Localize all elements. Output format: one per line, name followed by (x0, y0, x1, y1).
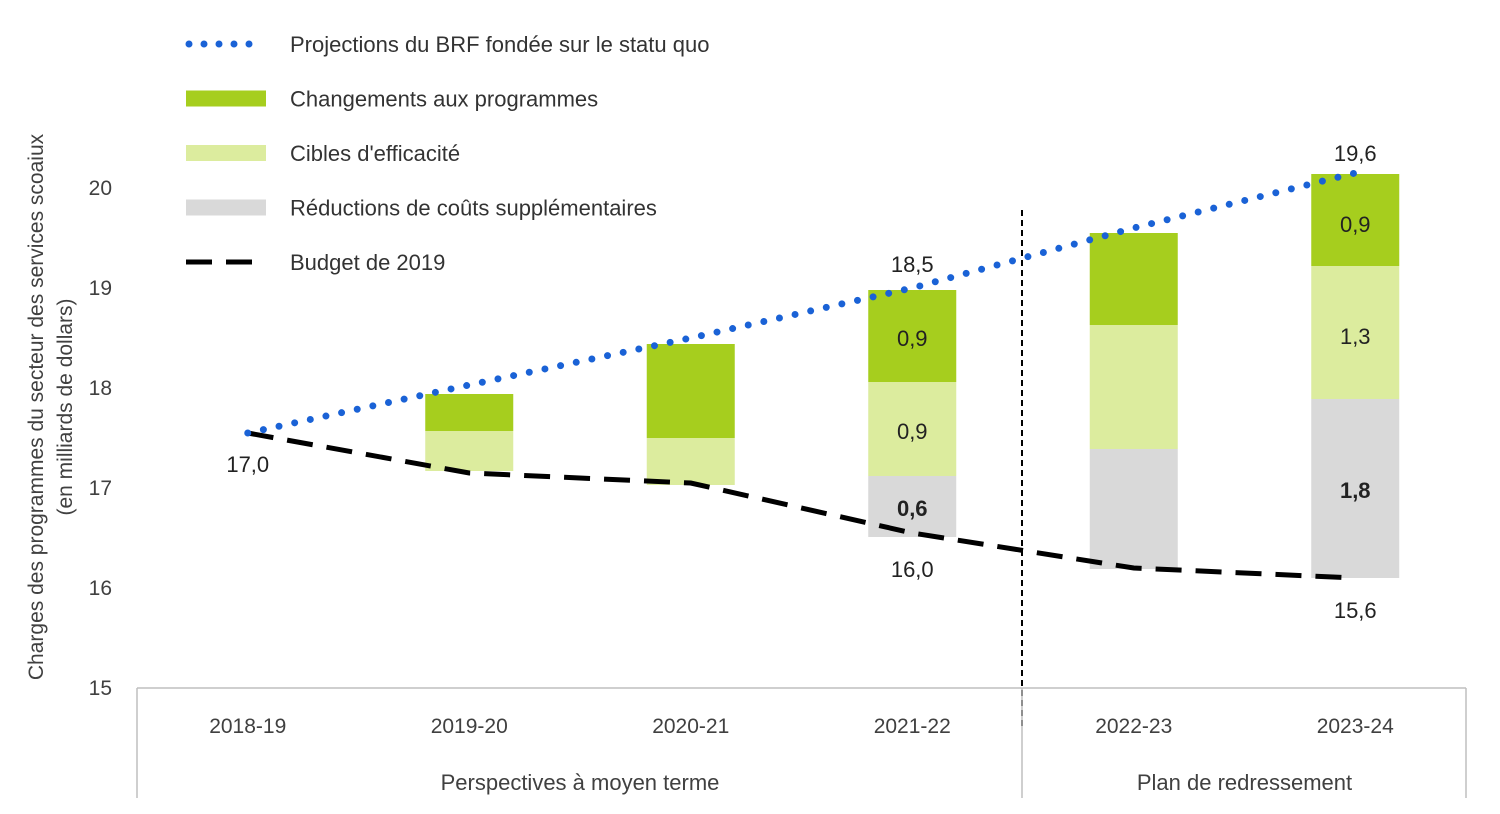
legend-swatch-reductions (186, 199, 266, 216)
y-tick-label: 19 (89, 277, 112, 300)
y-tick-label: 20 (89, 177, 112, 200)
data-label: 0,9 (897, 419, 928, 444)
bar-segment-reductions-2023-24 (1311, 399, 1400, 578)
bar-segment-efficacite-2019-20 (425, 431, 514, 471)
series-lines (244, 169, 1359, 728)
y-ticks: 15 16 17 18 19 20 (89, 177, 112, 700)
bar-segment-efficacite-2020-21 (646, 438, 735, 485)
legend-swatch-programmes (186, 90, 266, 107)
x-tick-label: 2018-19 (209, 715, 286, 738)
data-label: 0,6 (897, 496, 928, 521)
data-label: 1,3 (1340, 324, 1371, 349)
bars (425, 174, 1400, 578)
bar-segment-efficacite-2023-24 (1311, 266, 1400, 399)
legend-label-efficacite: Cibles d'efficacité (290, 141, 460, 166)
bar-segment-programmes-2019-20 (425, 394, 514, 431)
x-group-label: Perspectives à moyen terme (441, 770, 720, 795)
bar-segment-efficacite-2022-23 (1089, 325, 1178, 449)
x-group-label: Plan de redressement (1137, 770, 1352, 795)
data-label: 17,0 (226, 452, 269, 477)
x-tick-label: 2022-23 (1095, 715, 1172, 738)
x-tick-label: 2023-24 (1317, 715, 1394, 738)
x-tick-label: 2021-22 (874, 715, 951, 738)
y-tick-label: 17 (89, 477, 112, 500)
data-label: 0,9 (1340, 212, 1371, 237)
x-tick-label: 2019-20 (431, 715, 508, 738)
bar-segment-reductions-2022-23 (1089, 449, 1178, 569)
legend-label-budget: Budget de 2019 (290, 250, 445, 275)
bar-segment-efficacite-2021-22 (868, 382, 957, 476)
y-tick-label: 15 (89, 677, 112, 700)
x-tick-label: 2020-21 (652, 715, 729, 738)
y-axis-title-line2: (en milliards de dollars) (54, 298, 77, 515)
line-budget (247, 430, 1356, 581)
y-axis-title: Charges des programmes du secteur des se… (25, 133, 77, 680)
legend-swatch-efficacite (186, 145, 266, 161)
x-axis: 2018-19 2019-20 2020-21 2021-22 2022-23 2023-… (136, 687, 1467, 798)
line-status-quo (244, 169, 1359, 437)
data-label: 18,5 (891, 252, 934, 277)
data-label: 16,0 (891, 557, 934, 582)
data-labels: 17,0 18,5 0,9 0,9 0,6 16,0 19,6 0,9 1,3 1,8 15,6 (226, 141, 1376, 623)
y-tick-label: 16 (89, 577, 112, 600)
bar-segment-programmes-2022-23 (1089, 233, 1178, 325)
bar-segment-programmes-2021-22 (868, 290, 957, 382)
y-tick-label: 18 (89, 377, 112, 400)
y-axis-title-line1: Charges des programmes du secteur des se… (25, 133, 48, 680)
bar-segment-programmes-2023-24 (1311, 174, 1400, 266)
data-label: 0,9 (897, 326, 928, 351)
legend-label-reductions: Réductions de coûts supplémentaires (290, 196, 657, 221)
data-label: 15,6 (1334, 598, 1377, 623)
legend: Projections du BRF fondée sur le statu q… (185, 32, 709, 275)
data-label: 1,8 (1340, 478, 1371, 503)
legend-label-programmes: Changements aux programmes (290, 87, 598, 112)
bar-segment-programmes-2020-21 (646, 344, 735, 438)
legend-label-status_quo: Projections du BRF fondée sur le statu q… (290, 32, 709, 57)
data-label: 19,6 (1334, 141, 1377, 166)
